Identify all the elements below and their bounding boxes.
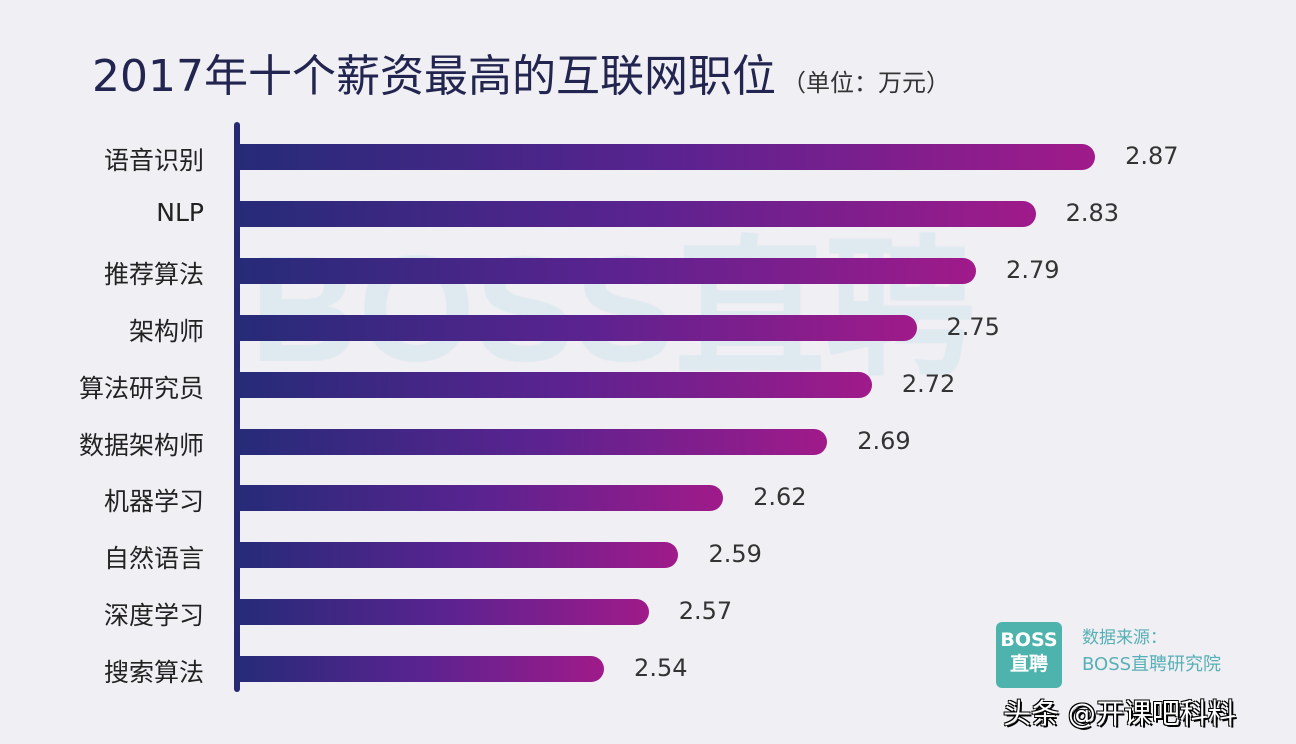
unit-note: （单位：万元） xyxy=(781,69,950,97)
bar xyxy=(238,314,917,341)
data-label: 2.75 xyxy=(946,312,1000,341)
data-label: 2.72 xyxy=(901,369,956,398)
category-label: 深度学习 xyxy=(103,601,204,631)
category-label: 数据架构师 xyxy=(78,430,204,460)
data-label: 2.57 xyxy=(678,597,733,626)
boss-logo: BOSS直聘 xyxy=(996,622,1062,688)
y-axis-line xyxy=(234,122,240,692)
data-label: 2.83 xyxy=(1065,198,1119,227)
title-text: 2017年十个薪资最高的互联网职位 xyxy=(92,51,776,102)
bar xyxy=(238,656,605,683)
data-label: 2.87 xyxy=(1125,142,1179,170)
data-label: 2.79 xyxy=(1006,255,1060,284)
credit-watermark: 头条 @开课吧科料 xyxy=(1003,697,1236,730)
category-label: 搜索算法 xyxy=(103,658,204,688)
category-label: NLP xyxy=(156,197,204,227)
category-label: 语音识别 xyxy=(103,146,204,175)
data-label: 2.54 xyxy=(634,654,688,683)
logo-text: BOSS直聘 xyxy=(1000,629,1058,675)
bar xyxy=(238,200,1036,227)
source-label: 数据来源： xyxy=(1082,628,1167,648)
source-name: BOSS直聘研究院 xyxy=(1082,654,1222,675)
category-label: 算法研究员 xyxy=(78,373,204,403)
bar xyxy=(238,144,1096,170)
category-label: 自然语言 xyxy=(103,544,204,574)
bar xyxy=(238,257,977,284)
bar xyxy=(238,371,872,398)
bar xyxy=(238,599,649,626)
bar xyxy=(238,428,828,455)
category-label: 机器学习 xyxy=(103,487,204,517)
data-label: 2.69 xyxy=(857,426,911,455)
bar xyxy=(238,485,724,512)
data-label: 2.62 xyxy=(753,483,807,512)
data-label: 2.59 xyxy=(708,540,762,569)
bar xyxy=(238,542,679,569)
chart-title: 2017年十个薪资最高的互联网职位 （单位：万元） xyxy=(92,40,950,104)
category-label: 推荐算法 xyxy=(103,259,204,289)
category-label: 架构师 xyxy=(128,316,204,346)
